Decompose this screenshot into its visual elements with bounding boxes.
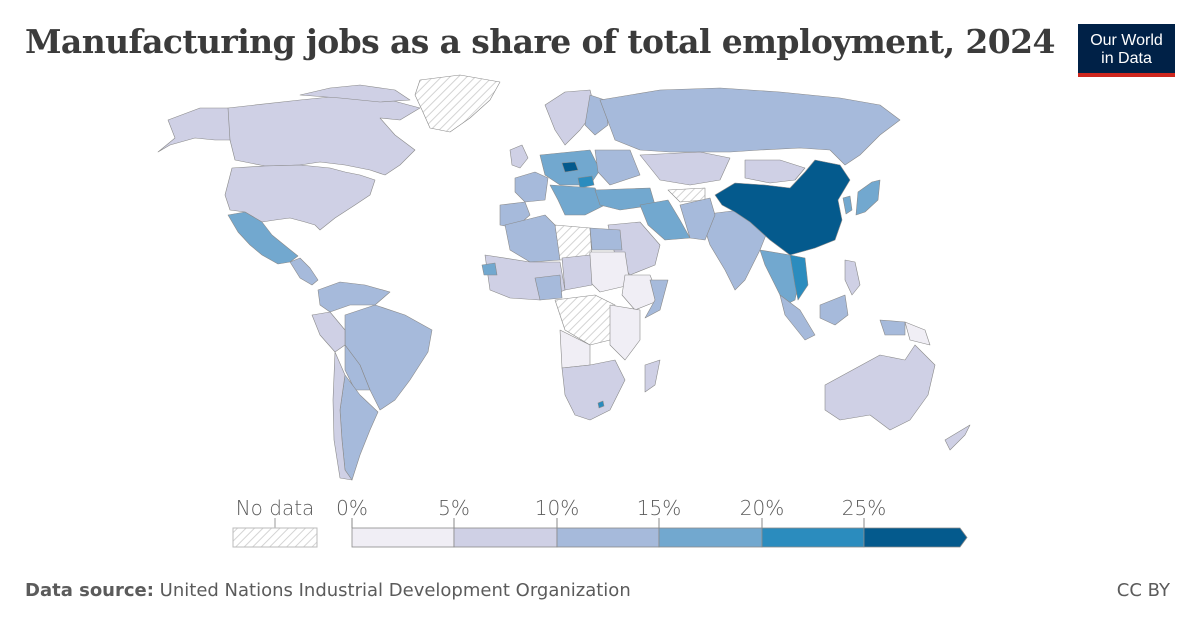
region-italy-balkans	[549, 184, 606, 216]
region-canada	[214, 94, 421, 176]
logo-line1: Our World	[1090, 32, 1163, 49]
region-new-guinea-west	[879, 319, 906, 336]
region-papua-new-guinea	[904, 321, 931, 346]
region-borneo	[819, 294, 849, 326]
region-libya	[554, 224, 593, 261]
region-afghanistan-pakistan	[679, 197, 716, 241]
region-nigeria	[534, 274, 563, 301]
region-russia	[599, 87, 901, 166]
region-southern-africa	[561, 359, 626, 421]
legend-tick-10: 10%	[534, 496, 580, 520]
legend-tick-5: 5%	[438, 496, 470, 520]
region-somalia	[644, 279, 669, 319]
region-philippines	[844, 259, 861, 296]
region-new-zealand	[944, 424, 971, 451]
region-egypt	[589, 227, 623, 251]
legend-bin-20-25	[761, 527, 865, 548]
region-france	[514, 171, 549, 203]
region-japan	[855, 179, 881, 216]
legend-bin-10-15	[556, 527, 660, 548]
legend-tick-0: 0%	[336, 496, 368, 520]
region-alaska	[157, 107, 231, 153]
owid-logo[interactable]: Our World in Data	[1078, 24, 1175, 77]
legend-color-scale	[351, 518, 968, 548]
data-source-label: Data source:	[25, 580, 154, 601]
region-east-africa	[609, 304, 641, 361]
legend-no-data-swatch	[232, 518, 318, 548]
region-mexico	[227, 211, 299, 265]
region-lesotho	[597, 400, 605, 409]
region-australia	[824, 344, 936, 431]
chart-title: Manufacturing jobs as a share of total e…	[25, 22, 1055, 61]
region-central-asia	[667, 187, 706, 203]
region-ukraine-belarus	[594, 149, 641, 186]
legend-tick-25: 25%	[841, 496, 887, 520]
data-source: Data source: United Nations Industrial D…	[25, 580, 631, 601]
region-korea	[842, 195, 853, 215]
logo-accent-bar	[1078, 73, 1175, 77]
region-mongolia	[744, 159, 806, 184]
region-chile	[332, 351, 353, 481]
legend-tick-20: 20%	[739, 496, 785, 520]
logo-line2: in Data	[1101, 50, 1152, 67]
legend-bin-0-5	[351, 527, 455, 548]
region-greenland	[414, 74, 501, 133]
region-malaysia-sumatra	[779, 294, 816, 341]
region-bolivia-paraguay	[344, 344, 371, 391]
legend-bin-over-25	[863, 527, 968, 548]
region-china	[714, 159, 851, 256]
legend-bin-5-10	[453, 527, 558, 548]
legend-bin-15-20	[658, 527, 763, 548]
region-uk	[509, 144, 529, 169]
data-source-text: United Nations Industrial Development Or…	[153, 580, 631, 601]
region-madagascar	[644, 359, 661, 393]
region-vietnam	[789, 254, 809, 301]
region-kazakhstan	[639, 151, 731, 186]
region-senegal	[481, 262, 498, 276]
region-ethiopia	[621, 274, 661, 311]
region-canada-islands	[299, 84, 411, 103]
world-map	[157, 74, 971, 481]
region-hungary	[577, 175, 595, 189]
legend-tick-15: 15%	[636, 496, 682, 520]
region-czechia	[561, 161, 579, 173]
license-link[interactable]: CC BY	[1116, 580, 1170, 601]
region-chad	[561, 254, 593, 291]
region-peru	[311, 311, 346, 353]
region-turkey	[594, 187, 656, 211]
legend-no-data-label: No data	[235, 496, 315, 520]
region-central-america	[289, 257, 319, 286]
